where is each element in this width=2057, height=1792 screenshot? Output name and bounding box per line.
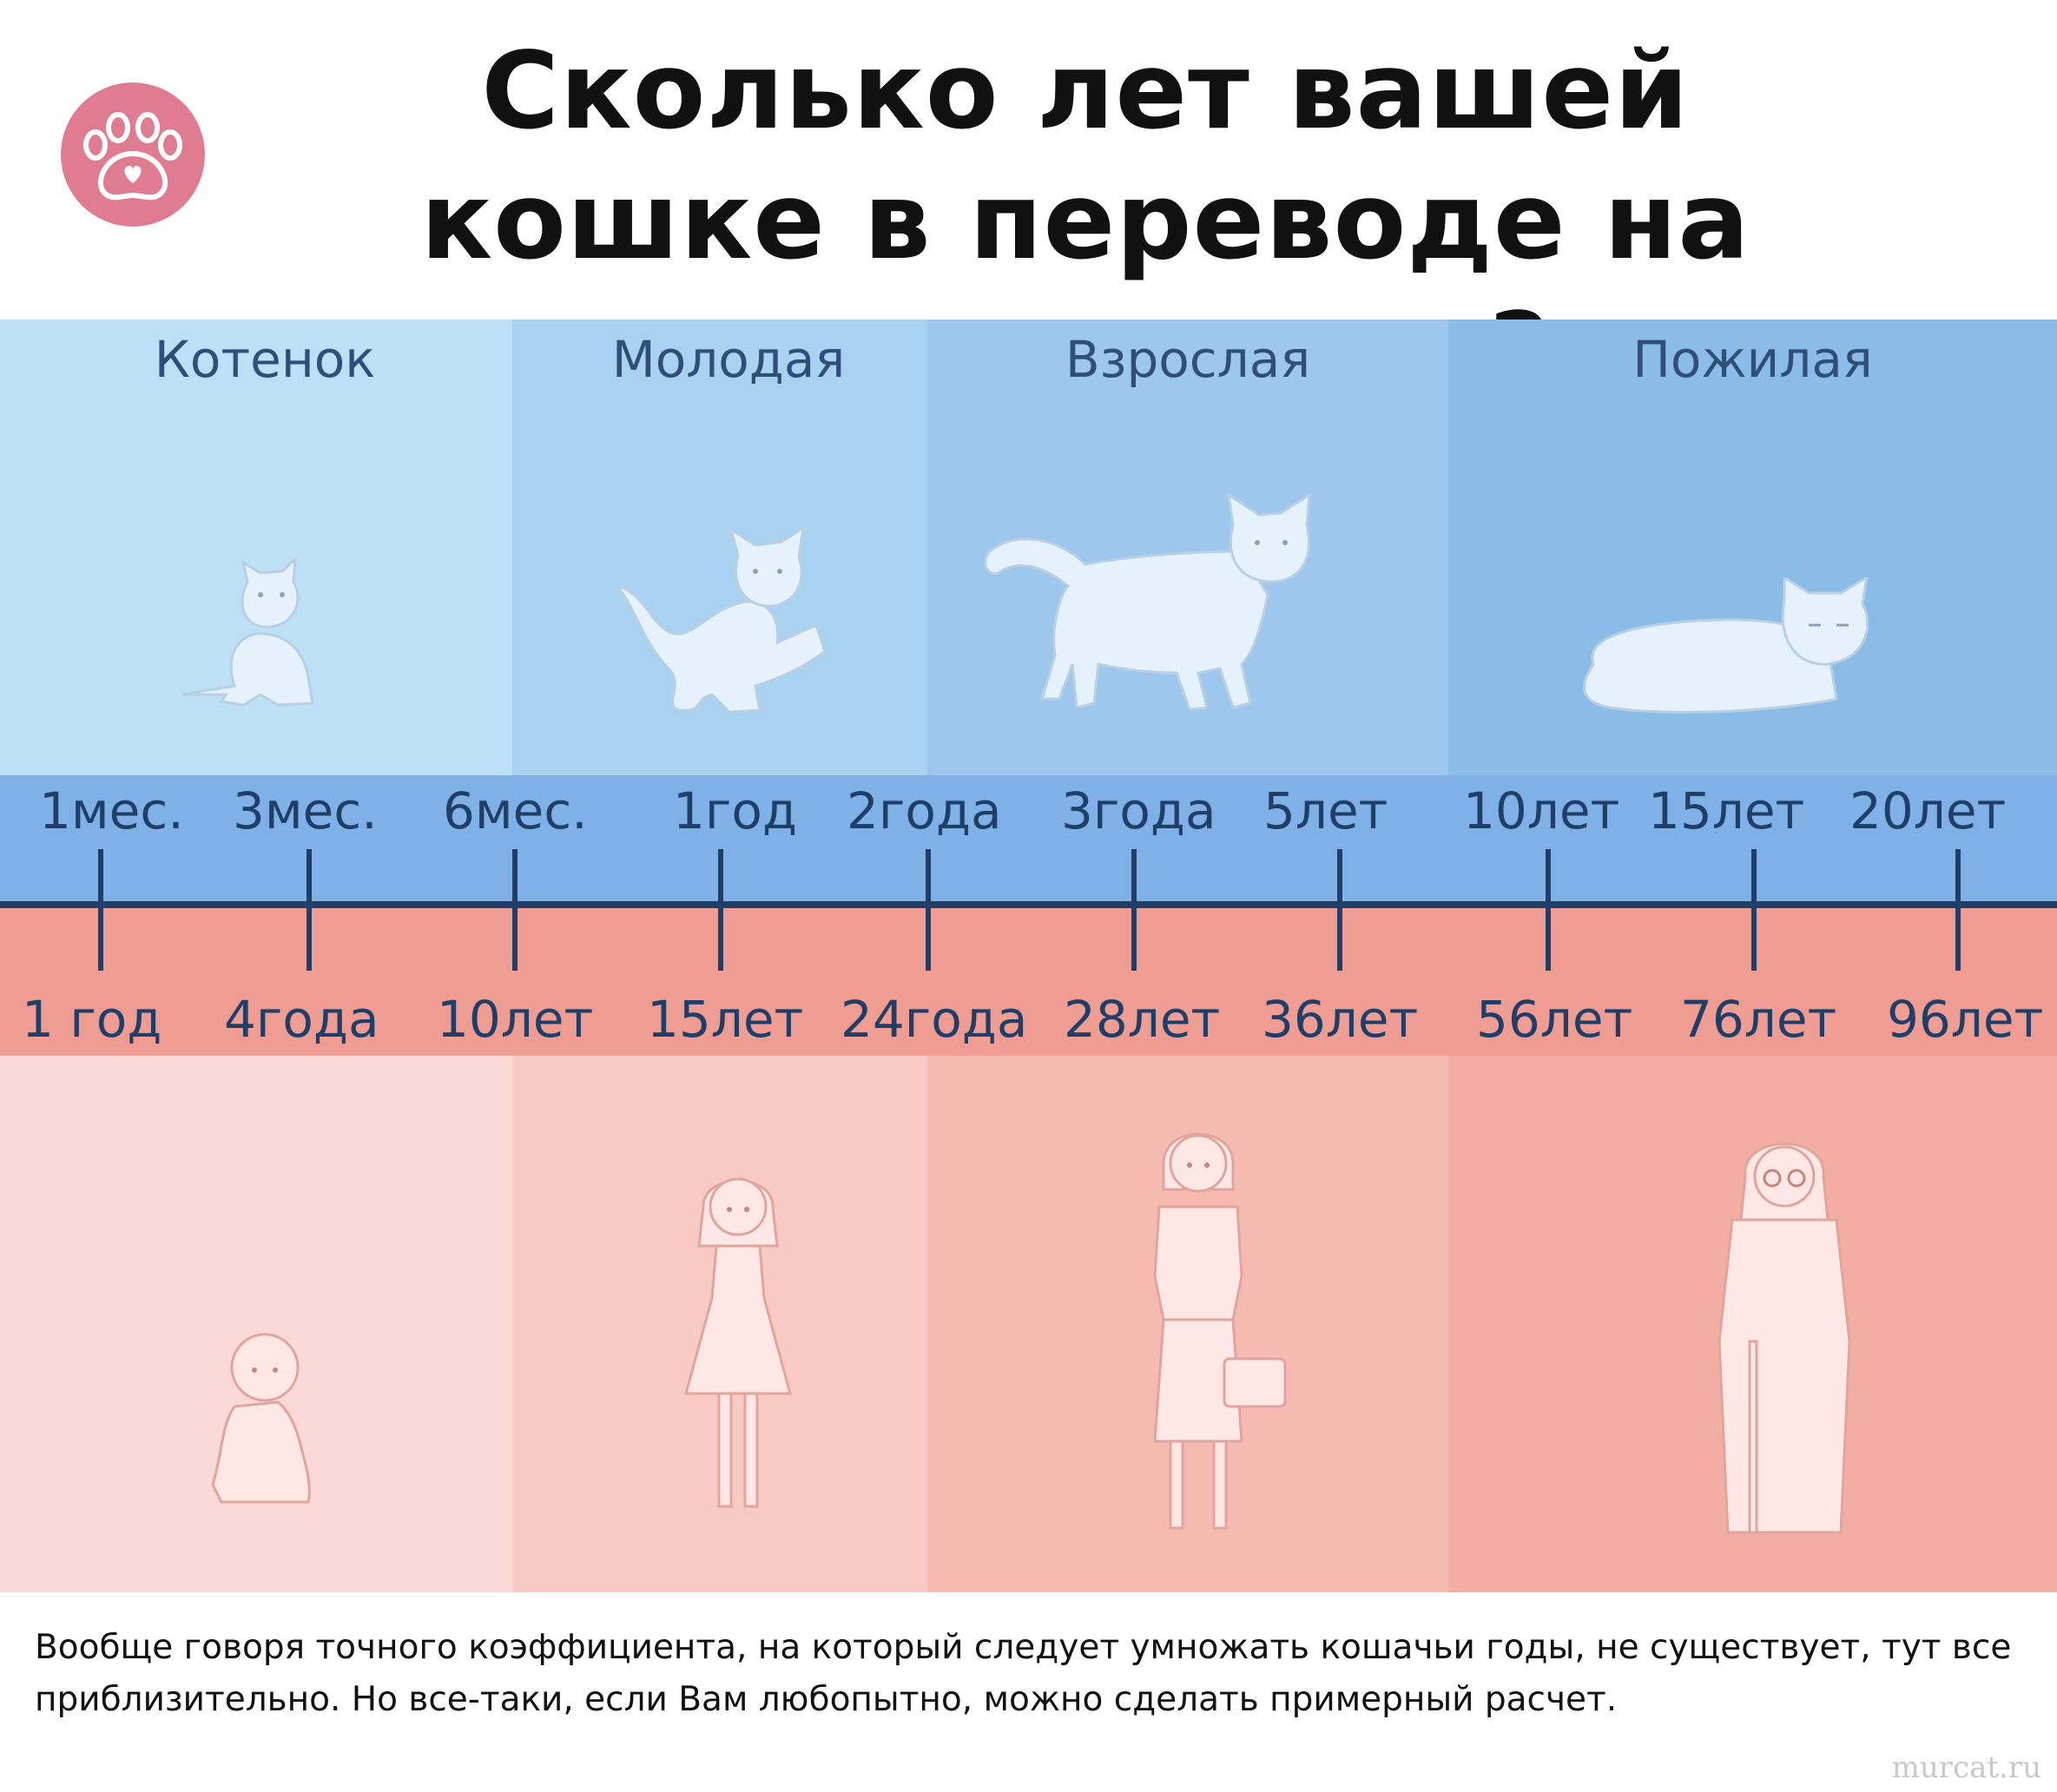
young-cat-icon bbox=[612, 524, 827, 714]
stage-band-kitten bbox=[0, 320, 512, 775]
paw-icon bbox=[83, 112, 182, 201]
human-age-label: 36лет bbox=[1262, 990, 1419, 1049]
watermark: murcat.ru bbox=[1891, 1750, 2041, 1785]
tick bbox=[1751, 849, 1757, 971]
stage-label-young: Молодая bbox=[611, 330, 846, 389]
human-age-axis bbox=[0, 908, 2057, 1056]
elderly-woman-icon bbox=[1717, 1143, 1851, 1534]
human-age-label: 1 год bbox=[22, 990, 162, 1049]
stage-label-kitten: Котенок bbox=[154, 330, 376, 389]
tick bbox=[1337, 849, 1342, 971]
cat-age-label: 20лет bbox=[1849, 781, 2007, 840]
paw-badge bbox=[61, 82, 205, 227]
stage-label-senior: Пожилая bbox=[1632, 330, 1873, 389]
tick bbox=[1131, 849, 1137, 971]
human-age-label: 96лет bbox=[1887, 990, 2044, 1049]
tick bbox=[926, 849, 931, 971]
cat-age-label: 10лет bbox=[1463, 781, 1620, 840]
cat-age-label: 5лет bbox=[1263, 781, 1388, 840]
human-age-label: 15лет bbox=[647, 990, 804, 1049]
stage-label-adult: Взрослая bbox=[1065, 330, 1311, 389]
human-age-label: 4года bbox=[224, 990, 379, 1049]
timeline-axis-line bbox=[0, 901, 2057, 908]
cat-age-label: 1год bbox=[673, 781, 797, 840]
girl-icon bbox=[684, 1177, 792, 1508]
human-age-label: 56лет bbox=[1476, 990, 1633, 1049]
woman-icon bbox=[1153, 1132, 1287, 1530]
cat-age-axis bbox=[0, 775, 2057, 901]
kitten-icon bbox=[181, 556, 314, 707]
human-age-label: 10лет bbox=[437, 990, 594, 1049]
senior-cat-icon bbox=[1583, 577, 1869, 714]
cat-age-label: 1мес. bbox=[39, 781, 184, 840]
adult-cat-icon bbox=[984, 491, 1311, 711]
human-age-label: 76лет bbox=[1680, 990, 1837, 1049]
footnote: Вообще говоря точного коэффициента, на к… bbox=[35, 1628, 2012, 1719]
tick bbox=[98, 849, 103, 971]
cat-age-label: 6мес. bbox=[443, 781, 588, 840]
tick bbox=[307, 849, 312, 971]
baby-icon bbox=[211, 1333, 311, 1504]
cat-age-label: 3года bbox=[1061, 781, 1216, 840]
tick bbox=[1546, 849, 1551, 971]
cat-age-label: 15лет bbox=[1648, 781, 1805, 840]
human-age-label: 28лет bbox=[1064, 990, 1221, 1049]
cat-age-label: 3мес. bbox=[233, 781, 378, 840]
tick bbox=[512, 849, 518, 971]
human-age-label: 24года bbox=[841, 990, 1028, 1049]
cat-age-label: 2года bbox=[847, 781, 1002, 840]
tick bbox=[1955, 849, 1961, 971]
human-band-kitten bbox=[0, 1056, 512, 1592]
tick bbox=[718, 849, 723, 971]
